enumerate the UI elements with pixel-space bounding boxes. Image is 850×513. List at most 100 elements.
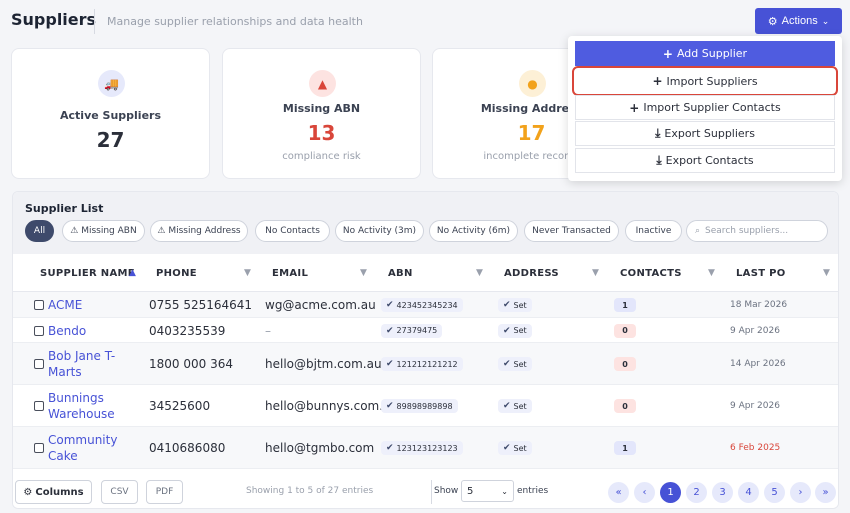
export-pdf-button[interactable]: PDF — [146, 480, 183, 504]
filter-never-transacted[interactable]: Never Transacted — [524, 220, 619, 242]
search-input[interactable]: ⌕ Search suppliers... — [686, 220, 828, 242]
table-row[interactable]: Bendo 0403235539 – ✔ 27379475 ✔ Set 0 9 Ap… — [13, 318, 838, 343]
menu-item-label: Add Supplier — [676, 47, 748, 60]
contacts-count: 1 — [614, 298, 636, 312]
next-page-button[interactable]: › — [790, 482, 811, 503]
entries-info: Showing 1 to 5 of 27 entries — [246, 486, 374, 496]
row-checkbox[interactable] — [34, 300, 44, 310]
page-button-1[interactable]: 1 — [660, 482, 681, 503]
check-icon: ✔ — [386, 325, 394, 336]
export-suppliers-menu-item[interactable]: ⤓ Export Suppliers — [575, 121, 835, 146]
page-button-5[interactable]: 5 — [764, 482, 785, 503]
column-header-phone[interactable]: PHONE — [156, 267, 197, 279]
abn-value: 27379475 — [396, 326, 438, 335]
row-checkbox[interactable] — [34, 443, 44, 453]
stat-label: Active Suppliers — [60, 109, 161, 122]
table-row[interactable]: Bob Jane T-Marts 1800 000 364 hello@bjtm… — [13, 343, 838, 385]
supplier-name-link[interactable]: Bob Jane T-Marts — [48, 349, 116, 379]
list-title: Supplier List — [25, 202, 104, 215]
supplier-name-link[interactable]: ACME — [48, 298, 83, 312]
search-icon: ⌕ — [695, 226, 701, 236]
import-supplier-contacts-menu-item[interactable]: + Import Supplier Contacts — [575, 95, 835, 120]
check-icon: ✔ — [503, 401, 511, 411]
sort-icon[interactable]: ▼ — [592, 268, 599, 278]
export-contacts-menu-item[interactable]: ⤓ Export Contacts — [575, 148, 835, 173]
supplier-phone: 0403235539 — [149, 323, 226, 338]
contacts-count: 0 — [614, 399, 636, 413]
stat-label: Missing Address — [480, 102, 583, 115]
row-checkbox[interactable] — [34, 326, 44, 336]
first-page-button[interactable]: « — [608, 482, 629, 503]
sort-icon[interactable]: ▼ — [476, 268, 483, 278]
stat-card-active-suppliers: 🚚 Active Suppliers 27 — [11, 48, 210, 179]
row-checkbox[interactable] — [34, 401, 44, 411]
abn-badge: ✔ 121212121212 — [381, 357, 463, 371]
menu-item-label: Export Contacts — [665, 154, 754, 167]
supplier-email: hello@tgmbo.com — [265, 441, 375, 455]
stat-note: incomplete records — [483, 151, 580, 162]
column-header-address[interactable]: ADDRESS — [504, 267, 559, 279]
table-row[interactable]: Community Cake 0410686080 hello@tgmbo.co… — [13, 427, 838, 469]
supplier-name-link[interactable]: Bendo — [48, 323, 87, 338]
sort-icon[interactable]: ▼ — [244, 268, 251, 278]
download-icon: ⤓ — [655, 126, 661, 140]
filter-no-activity-3m[interactable]: No Activity (3m) — [335, 220, 424, 242]
address-badge: ✔ Set — [498, 323, 532, 338]
filter-inactive[interactable]: Inactive — [625, 220, 682, 242]
address-status: Set — [513, 359, 527, 369]
page-button-3[interactable]: 3 — [712, 482, 733, 503]
page-size-select[interactable]: 5 ⌄ — [461, 480, 514, 502]
filter-missing-address[interactable]: ⚠ Missing Address — [150, 220, 248, 242]
plus-icon: + — [652, 74, 663, 88]
column-header-abn[interactable]: ABN — [388, 267, 413, 279]
filter-all[interactable]: All — [25, 220, 54, 242]
abn-value: 89898989898 — [396, 401, 453, 411]
export-csv-button[interactable]: CSV — [101, 480, 138, 504]
contacts-count: 0 — [614, 357, 636, 371]
prev-page-button[interactable]: ‹ — [634, 482, 655, 503]
abn-badge: ✔ 89898989898 — [381, 399, 458, 413]
sort-icon[interactable]: ▼ — [708, 268, 715, 278]
supplier-name-link[interactable]: Bunnings Warehouse — [48, 391, 115, 421]
page-button-2[interactable]: 2 — [686, 482, 707, 503]
stat-value: 17 — [517, 121, 546, 145]
filter-no-contacts[interactable]: No Contacts — [255, 220, 330, 242]
table-row[interactable]: Bunnings Warehouse 34525600 hello@bunnys… — [13, 385, 838, 427]
menu-item-label: Export Suppliers — [664, 127, 755, 140]
table-row[interactable]: ACME 0755 525164641 wg@acme.com.au ✔ 4234… — [13, 292, 838, 318]
sort-icon[interactable]: ▼ — [360, 268, 367, 278]
row-checkbox[interactable] — [34, 359, 44, 369]
columns-label: Columns — [35, 486, 84, 498]
add-supplier-menu-item[interactable]: + Add Supplier — [575, 41, 835, 66]
column-header-contacts[interactable]: CONTACTS — [620, 267, 682, 279]
supplier-email: – — [265, 323, 271, 338]
contacts-count: 0 — [614, 323, 636, 338]
sort-icon[interactable]: ▼ — [823, 268, 830, 278]
stat-label: Missing ABN — [282, 102, 361, 115]
last-page-button[interactable]: » — [815, 482, 836, 503]
address-status: Set — [513, 300, 527, 310]
column-header-email[interactable]: EMAIL — [272, 267, 309, 279]
column-header-supplier-name[interactable]: SUPPLIER NAME — [40, 267, 135, 279]
abn-value: 121212121212 — [396, 359, 458, 369]
filter-missing-abn[interactable]: ⚠ Missing ABN — [62, 220, 145, 242]
table-footer: ⚙ Columns CSV PDF Showing 1 to 5 of 27 e… — [13, 475, 838, 508]
stat-card-missing-abn: ▲ Missing ABN 13 compliance risk — [222, 48, 421, 179]
sort-asc-icon[interactable]: ▲ — [129, 268, 136, 278]
address-status: Set — [513, 443, 527, 453]
supplier-name-link[interactable]: Community Cake — [48, 433, 118, 463]
check-icon: ✔ — [503, 300, 511, 310]
abn-value: 123123123123 — [396, 443, 458, 453]
address-badge: ✔ Set — [498, 441, 532, 455]
columns-button[interactable]: ⚙ Columns — [15, 480, 92, 504]
page-button-4[interactable]: 4 — [738, 482, 759, 503]
column-header-last-po[interactable]: LAST PO — [736, 267, 786, 279]
supplier-phone: 0755 525164641 — [149, 298, 253, 312]
page-size-value: 5 — [467, 485, 474, 497]
import-suppliers-menu-item[interactable]: + Import Suppliers — [572, 66, 838, 96]
search-placeholder: Search suppliers... — [705, 226, 789, 236]
filter-no-activity-6m[interactable]: No Activity (6m) — [429, 220, 518, 242]
actions-button[interactable]: ⚙ Actions ⌄ — [755, 8, 842, 34]
entries-label: entries — [517, 486, 549, 496]
check-icon: ✔ — [503, 359, 511, 369]
